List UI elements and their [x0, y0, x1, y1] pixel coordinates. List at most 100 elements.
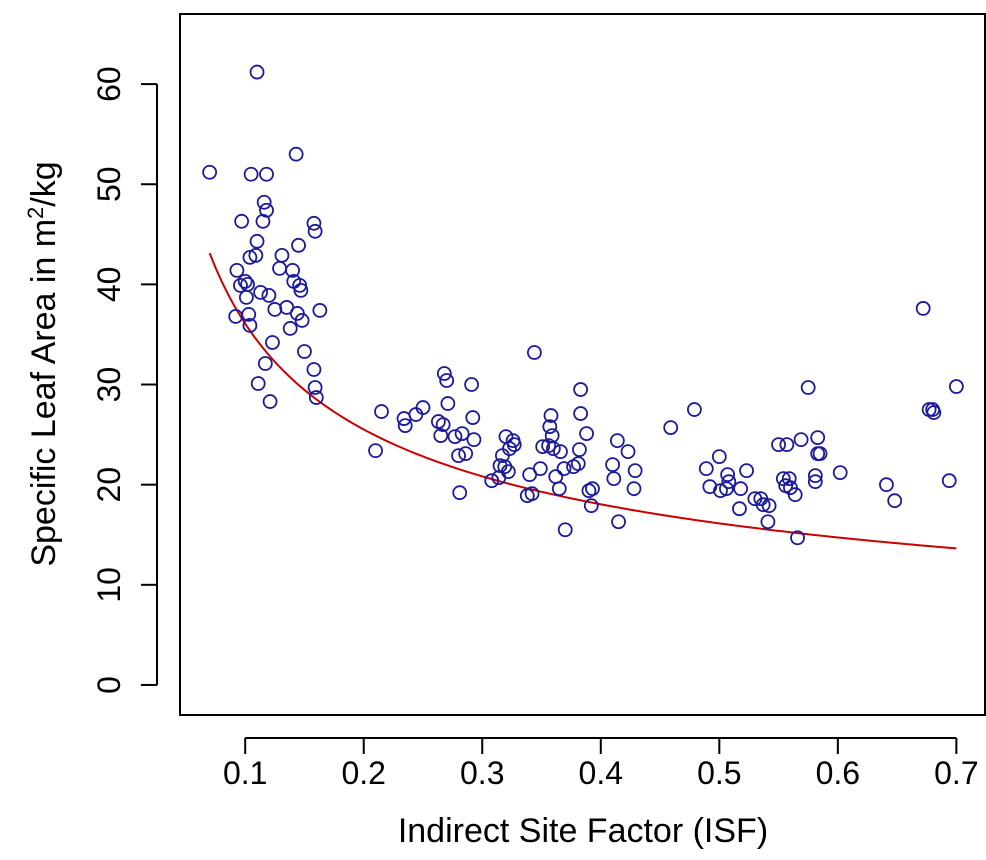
data-point	[500, 464, 516, 480]
data-point	[297, 344, 312, 359]
data-point	[436, 366, 452, 381]
data-point	[698, 461, 714, 477]
data-point	[605, 457, 621, 473]
data-point	[557, 522, 573, 538]
data-point	[234, 213, 250, 229]
data-point	[447, 429, 463, 445]
data-point	[663, 420, 679, 435]
fit-curve	[208, 252, 957, 550]
y-tick-label: 30	[91, 367, 127, 403]
x-tick-label: 0.3	[460, 755, 504, 791]
y-tick-label: 50	[91, 166, 127, 202]
data-point	[832, 465, 848, 481]
data-point	[573, 382, 589, 397]
data-point	[606, 471, 622, 487]
data-point	[626, 481, 642, 497]
data-point	[240, 276, 255, 292]
data-point	[439, 373, 455, 388]
y-axis-title-main: Specific Leaf Area in m	[25, 219, 63, 567]
data-point	[583, 498, 599, 514]
data-point	[250, 376, 266, 391]
data-point	[761, 498, 777, 514]
data-point	[458, 446, 474, 462]
data-point	[265, 335, 280, 350]
data-point	[440, 396, 456, 411]
data-point	[397, 418, 413, 433]
data-point	[466, 432, 482, 448]
data-point	[256, 194, 272, 210]
data-point	[609, 433, 625, 449]
data-point	[242, 318, 258, 333]
data-point	[368, 443, 383, 459]
x-axis: 0.1 0.2 0.3 0.4 0.5 0.6 0.7	[223, 737, 979, 791]
data-point	[812, 446, 828, 462]
data-point	[807, 468, 823, 484]
data-point	[274, 247, 290, 263]
data-point	[272, 260, 287, 276]
data-point	[248, 247, 264, 263]
data-point	[733, 481, 749, 497]
data-point	[760, 514, 776, 530]
data-point	[879, 477, 894, 493]
data-point	[711, 449, 727, 465]
data-point	[775, 471, 791, 487]
data-point	[282, 321, 298, 336]
data-point	[611, 514, 626, 530]
plot-area-frame	[179, 13, 986, 716]
data-point	[288, 146, 304, 162]
data-point	[548, 469, 564, 485]
data-point	[454, 426, 470, 442]
data-point	[312, 303, 328, 318]
data-point	[793, 432, 809, 448]
x-tick-label: 0.7	[934, 755, 978, 791]
data-point	[779, 437, 795, 453]
data-point	[464, 377, 479, 392]
y-axis: 0 10 20 30 40 50 60	[91, 66, 158, 694]
data-point	[926, 405, 942, 420]
data-point	[506, 437, 522, 453]
data-point	[807, 474, 823, 490]
x-tick-label: 0.1	[223, 755, 267, 791]
data-point	[524, 486, 540, 502]
data-point	[502, 441, 517, 457]
data-point	[687, 402, 702, 417]
data-point	[532, 461, 548, 477]
data-point	[556, 461, 572, 477]
data-point	[720, 467, 736, 483]
x-axis-title: Indirect Site Factor (ISF)	[398, 812, 768, 850]
data-point	[771, 437, 786, 453]
data-point	[542, 419, 558, 434]
data-point	[308, 390, 324, 405]
data-points-layer	[202, 64, 964, 546]
data-point	[259, 202, 274, 218]
data-point	[551, 481, 567, 497]
x-tick-label: 0.2	[341, 755, 385, 791]
data-point	[306, 215, 322, 231]
data-point	[291, 237, 306, 253]
data-point	[241, 307, 257, 322]
data-point	[887, 493, 903, 509]
data-point	[915, 301, 931, 316]
data-point	[620, 444, 636, 460]
data-point	[941, 473, 957, 489]
data-point	[259, 166, 274, 182]
data-point	[787, 487, 803, 503]
data-point	[242, 249, 258, 265]
y-axis-title-superscript: 2	[23, 207, 48, 219]
data-point	[465, 410, 481, 425]
data-point	[451, 448, 466, 464]
data-point	[543, 408, 559, 423]
data-point	[790, 530, 805, 546]
y-tick-label: 0	[91, 676, 127, 694]
data-point	[249, 233, 265, 249]
x-tick-label: 0.4	[579, 755, 623, 791]
data-point	[415, 400, 431, 415]
data-point	[233, 277, 248, 293]
fit-curve-layer	[208, 252, 957, 550]
y-axis-title-unit: /kg	[25, 161, 63, 206]
data-point	[484, 473, 500, 489]
data-point	[285, 262, 301, 278]
data-point	[243, 166, 259, 182]
data-point	[572, 442, 587, 458]
data-point	[553, 444, 568, 460]
